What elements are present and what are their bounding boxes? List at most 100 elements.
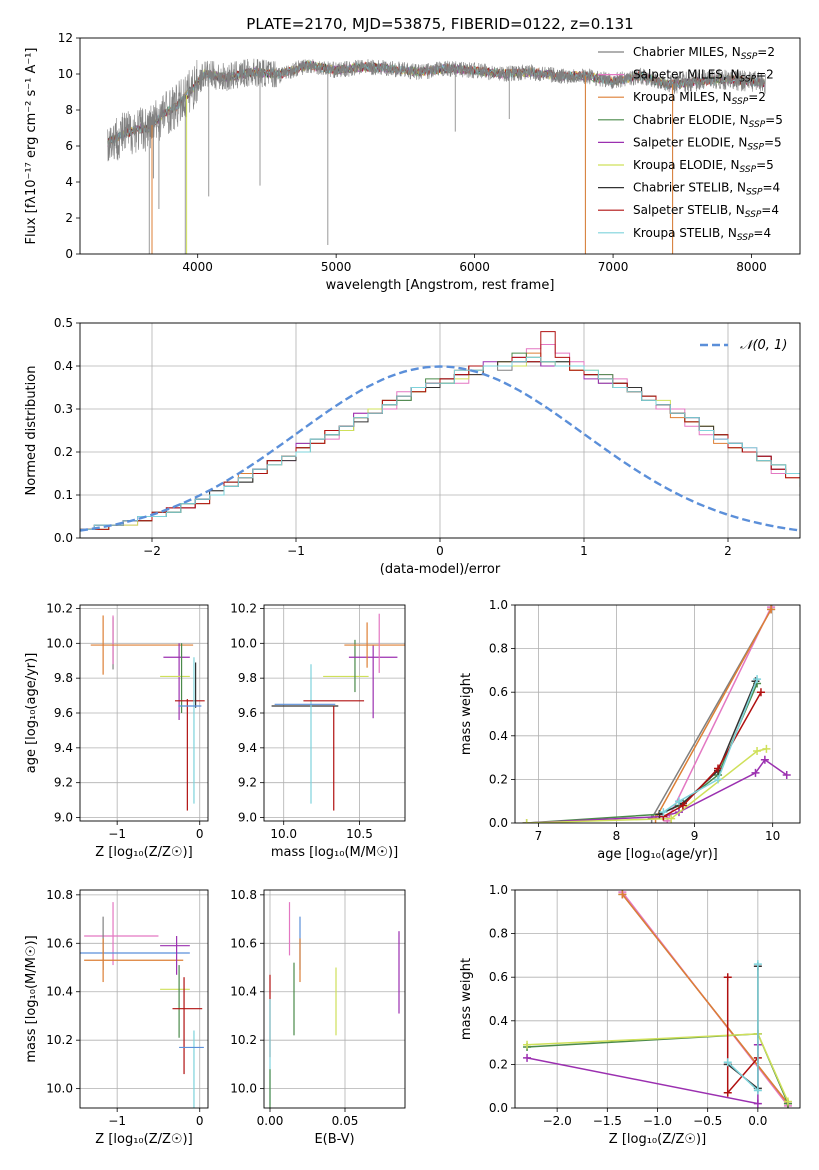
x-tick-label: 0.0 [748, 1114, 767, 1128]
y-tick-label: 2 [65, 211, 73, 225]
legend-suffix: =5 [764, 135, 782, 149]
weight-marker [714, 775, 723, 784]
x-tick-label: 0 [436, 544, 444, 558]
axes-frame [263, 889, 406, 1109]
y-tick-label: 10.0 [46, 1082, 73, 1096]
y-tick-label: 0.5 [54, 316, 73, 330]
y-tick-label: 10.6 [46, 936, 73, 950]
weight-marker [723, 973, 732, 982]
panel-spectrum: 4000 5000 6000 7000 8000 0 2 4 6 8 10 12 wavelength … [24, 31, 801, 293]
weight-marker [753, 1099, 762, 1108]
legend-suffix: =5 [765, 113, 783, 127]
legend-label: Salpeter STELIB, N [633, 203, 745, 217]
x-axis-label: wavelength [Angstrom, rest frame] [326, 278, 555, 293]
x-tick-label: 6000 [459, 260, 490, 274]
weight-line [663, 691, 762, 818]
weight-marker [523, 1040, 532, 1049]
x-tick-label: 0 [196, 1114, 204, 1128]
y-tick-label: 9.8 [54, 671, 73, 685]
x-tick-label: 7 [535, 829, 543, 843]
axes-frame [79, 322, 801, 539]
weight-marker [756, 688, 765, 697]
x-tick-label: 10 [765, 829, 780, 843]
x-axis-label: Z [log₁₀(Z/Z☉)] [609, 1132, 706, 1147]
histogram-step [80, 361, 800, 530]
legend-label: Kroupa MILES, N [633, 90, 732, 104]
y-tick-label: 0.0 [54, 531, 73, 545]
legend-label: Salpeter ELODIE, N [633, 135, 747, 149]
legend-subscript: SSP [746, 188, 763, 198]
panel-weight_vs_age: 7 8 9 10 0.0 0.2 0.4 0.6 0.8 1.0 age [log₁₀(age/yr… [459, 598, 801, 862]
x-tick-label: 2 [724, 544, 732, 558]
panel-mass_vs_Z: −1 0 10.0 10.2 10.4 10.6 10.8 Z [log₁₀(Z/Z☉)] ma… [24, 888, 209, 1147]
axes-frame [263, 604, 406, 822]
panel-age_vs_Z: −1 0 9.0 9.2 9.4 9.6 9.8 10.0 10.2 Z [log₁₀(Z/Z☉)… [24, 601, 209, 860]
axes-frame [79, 604, 209, 822]
axes-frame [79, 37, 801, 255]
x-axis-label: (data-model)/error [380, 562, 501, 577]
legend-subscript: SSP [737, 233, 754, 243]
y-tick-label: 9.0 [54, 811, 73, 825]
legend-label: Salpeter MILES, N [633, 68, 740, 82]
x-tick-label: 0.05 [332, 1114, 359, 1128]
weight-line [662, 678, 758, 813]
x-tick-label: 10.0 [270, 827, 297, 841]
x-tick-label: −2.0 [543, 1114, 572, 1128]
y-tick-label: 8 [65, 103, 73, 117]
legend-label: Kroupa STELIB, N [633, 226, 737, 240]
legend-entry: Chabrier STELIB, NSSP=4 [633, 181, 780, 198]
y-tick-label: 0.0 [489, 816, 508, 830]
y-tick-label: 0.2 [489, 1057, 508, 1071]
plot-area [80, 331, 800, 532]
histogram-step [80, 356, 800, 530]
legend-label: Chabrier STELIB, N [633, 181, 746, 195]
panel-weight_vs_Z: −2.0 −1.5 −1.0 −0.5 0.0 0.0 0.2 0.4 0.6 0.8 1.0 Z [… [459, 883, 801, 1147]
legend-entry: 𝒩(0, 1) [740, 338, 787, 353]
weight-line [666, 606, 772, 822]
y-tick-label: 0.2 [489, 772, 508, 786]
plot-area [523, 890, 792, 1108]
y-tick-label: 6 [65, 139, 73, 153]
y-axis-label: Normed distribution [24, 366, 39, 496]
y-tick-label: 10.2 [230, 1033, 257, 1047]
x-axis-label: Z [log₁₀(Z/Z☉)] [95, 845, 192, 860]
y-tick-label: 1.0 [489, 598, 508, 612]
weight-marker [753, 1086, 762, 1095]
x-tick-label: −0.5 [693, 1114, 722, 1128]
histogram-step [80, 352, 800, 530]
legend-suffix: =4 [761, 203, 779, 217]
x-tick-label: −2 [143, 544, 161, 558]
panel-residuals: −2 −1 0 1 2 0.0 0.1 0.2 0.3 0.4 0.5 (data-model)/er… [24, 316, 801, 577]
x-tick-label: 5000 [321, 260, 352, 274]
legend-suffix: =2 [757, 45, 775, 59]
y-tick-label: 10.2 [46, 601, 73, 615]
y-axis-label: mass weight [459, 958, 474, 1040]
weight-marker [674, 797, 683, 806]
x-tick-label: −1.5 [593, 1114, 622, 1128]
y-axis-label: Flux [fλ10⁻¹⁷ erg cm⁻² s⁻¹ A⁻¹] [24, 48, 39, 245]
y-tick-label: 10.8 [46, 888, 73, 902]
legend-entry: Salpeter ELODIE, NSSP=5 [633, 135, 782, 152]
weight-line [654, 609, 772, 819]
x-tick-label: 9 [691, 829, 699, 843]
weight-marker [523, 1053, 532, 1062]
weight-marker [782, 771, 791, 780]
legend-entry: Kroupa MILES, NSSP=2 [633, 90, 766, 107]
y-tick-label: 9.2 [238, 776, 257, 790]
y-tick-label: 9.6 [238, 706, 257, 720]
legend-label: Kroupa ELODIE, N [633, 158, 740, 172]
y-tick-label: 9.2 [54, 776, 73, 790]
legend-suffix: =2 [756, 68, 774, 82]
weight-line [526, 683, 758, 823]
x-tick-label: 7000 [598, 260, 629, 274]
legend-entry: Kroupa STELIB, NSSP=4 [633, 226, 771, 243]
x-tick-label: −1 [108, 1114, 126, 1128]
y-tick-label: 10.2 [230, 601, 257, 615]
x-axis-label: Z [log₁₀(Z/Z☉)] [95, 1132, 192, 1147]
x-tick-label: 8 [613, 829, 621, 843]
x-tick-label: 0 [196, 827, 204, 841]
plot-area [80, 902, 204, 1108]
y-tick-label: 0.2 [54, 445, 73, 459]
